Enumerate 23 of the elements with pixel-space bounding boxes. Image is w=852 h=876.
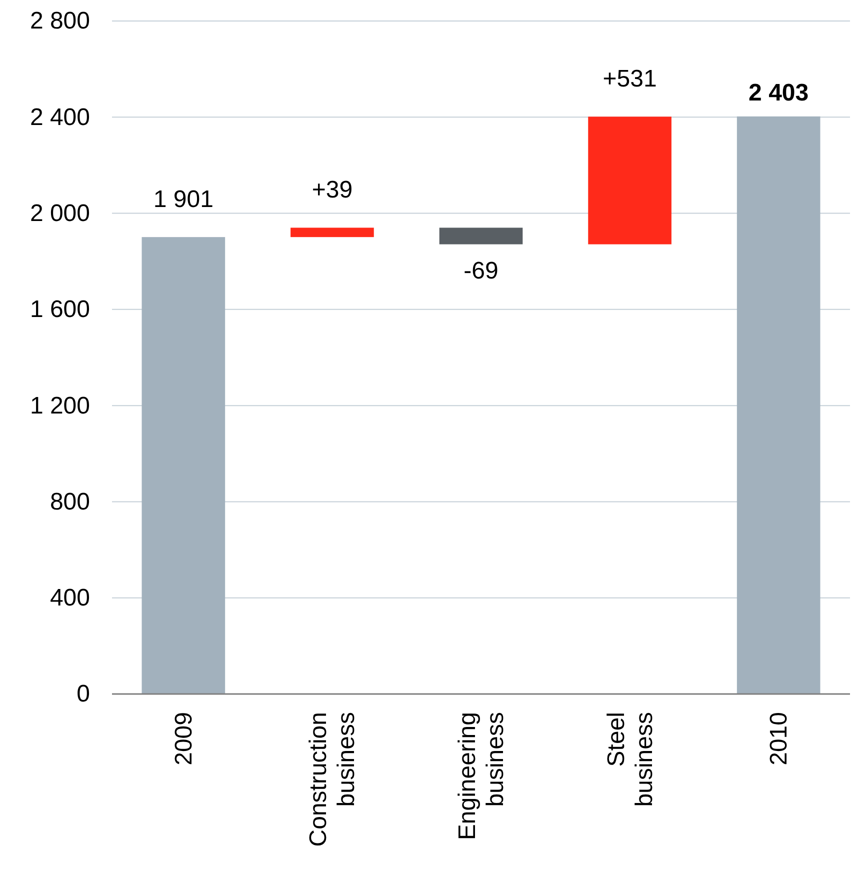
- y-tick-label: 0: [76, 680, 90, 708]
- x-tick-label: 2009: [170, 712, 198, 766]
- data-label: 2 403: [748, 79, 809, 106]
- y-tick-label: 1 200: [30, 392, 90, 420]
- y-tick-label: 800: [50, 488, 90, 516]
- x-tick-label: 2010: [766, 712, 793, 766]
- data-label: 1 901: [153, 186, 214, 214]
- bar: [290, 228, 374, 238]
- x-tick-label: Construction business: [305, 712, 360, 847]
- data-label: +39: [312, 176, 353, 204]
- bar: [736, 116, 820, 694]
- y-tick-label: 2 000: [30, 200, 90, 227]
- bar: [588, 116, 672, 244]
- y-tick-label: 2 800: [30, 8, 90, 35]
- bar: [142, 237, 226, 694]
- data-label: -69: [464, 257, 498, 284]
- data-label: +531: [602, 66, 657, 93]
- y-tick-label: 400: [50, 584, 90, 612]
- x-tick-label: Engineering business: [454, 712, 509, 840]
- y-tick-label: 2 400: [30, 104, 90, 131]
- x-tick-label: Steel business: [602, 712, 658, 807]
- bar: [439, 228, 523, 244]
- y-tick-label: 1 600: [30, 296, 90, 324]
